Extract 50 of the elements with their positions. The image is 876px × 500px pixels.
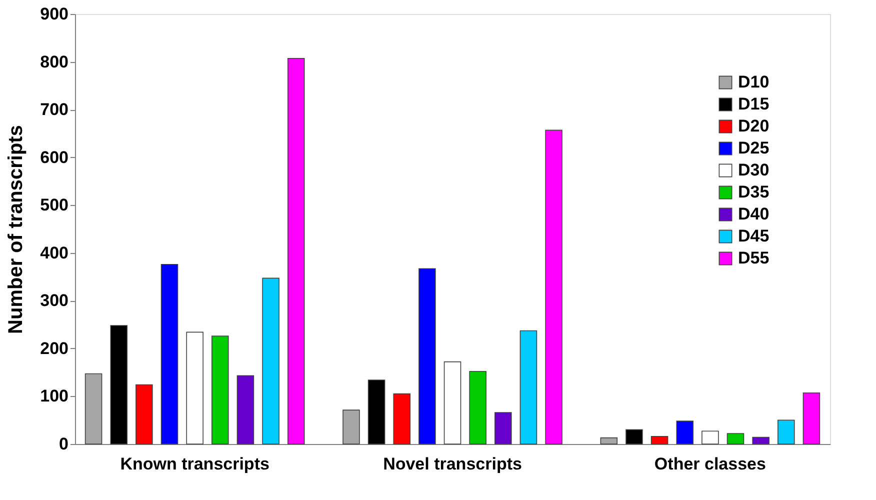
- bar: [444, 361, 462, 444]
- bar: [520, 330, 538, 444]
- bar: [752, 436, 770, 444]
- legend-label: D25: [738, 138, 770, 158]
- y-tick-label: 300: [40, 291, 68, 310]
- bar: [469, 370, 486, 444]
- bar: [600, 437, 618, 444]
- y-tick-label: 600: [40, 148, 68, 167]
- bar: [650, 436, 668, 444]
- y-tick-label: 0: [59, 434, 68, 454]
- bar: [494, 412, 512, 444]
- bar: [212, 336, 229, 444]
- legend-label: D35: [738, 182, 770, 202]
- legend-label: D40: [738, 204, 770, 224]
- y-tick-label: 700: [40, 100, 68, 120]
- legend-label: D20: [738, 116, 770, 136]
- x-tick-label: Other classes: [654, 454, 766, 474]
- x-tick-label: Known transcripts: [120, 454, 270, 474]
- y-tick-label: 400: [40, 243, 68, 262]
- legend-label: D15: [738, 94, 770, 114]
- legend-label: D10: [738, 72, 770, 92]
- bar: [778, 420, 795, 444]
- bar: [802, 392, 820, 444]
- y-axis-title: Number of transcripts: [5, 125, 28, 334]
- y-tick-label: 800: [40, 52, 68, 72]
- y-tick-label: 100: [40, 386, 68, 406]
- y-tick-label: 500: [40, 196, 68, 215]
- bar: [393, 393, 410, 444]
- legend-label: D55: [738, 248, 770, 268]
- bar: [545, 130, 562, 444]
- bar: [626, 429, 643, 444]
- bar: [186, 332, 204, 444]
- bar: [84, 373, 102, 444]
- bar: [702, 430, 719, 444]
- bar: [368, 380, 386, 444]
- bar: [726, 433, 744, 444]
- y-tick-label: 900: [40, 4, 68, 24]
- y-tick-label: 200: [40, 338, 68, 358]
- bar: [287, 58, 305, 444]
- bar: [110, 325, 128, 444]
- bar: [236, 375, 254, 444]
- bar: [342, 410, 360, 444]
- x-tick-label: Novel transcripts: [383, 454, 522, 474]
- bar: [262, 278, 280, 444]
- bar: [160, 264, 178, 444]
- legend-label: D30: [738, 160, 770, 180]
- bar: [418, 268, 436, 444]
- bar: [136, 384, 153, 444]
- legend-label: D45: [738, 226, 770, 246]
- bar: [676, 420, 694, 444]
